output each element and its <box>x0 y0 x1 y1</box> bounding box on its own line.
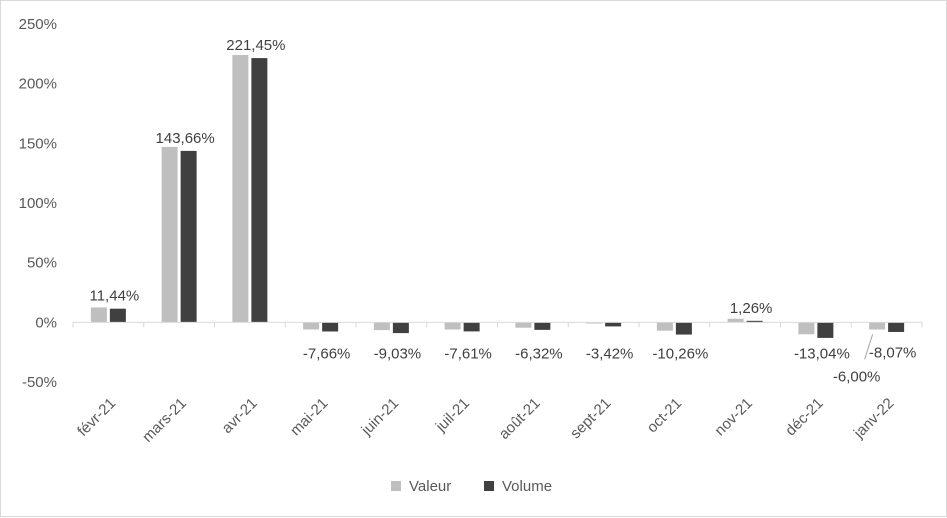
bar-volume-11 <box>888 322 905 332</box>
x-tick-label: mai-21 <box>287 395 331 439</box>
bar-valeur-0 <box>90 307 107 323</box>
bar-valeur-10 <box>798 322 815 335</box>
bar-volume-5 <box>463 322 480 332</box>
data-label: -8,07% <box>869 344 917 361</box>
data-label-extra: -6,00% <box>833 368 881 385</box>
x-axis: févr-21 mars-21 avr-21 mai-21 juin-21 juil-21… <box>74 395 897 446</box>
bar-volume-3 <box>322 322 339 332</box>
bar-valeur-2 <box>232 55 249 323</box>
data-label: 221,45% <box>226 37 285 54</box>
x-tick-label: juil-21 <box>432 395 473 436</box>
y-tick-label: -50% <box>22 374 57 391</box>
y-tick-label: 50% <box>27 255 57 272</box>
bar-volume-4 <box>392 322 409 334</box>
legend-swatch-volume <box>484 481 494 491</box>
bar-volume-9 <box>746 320 763 323</box>
data-label: -9,03% <box>374 345 422 362</box>
zero-baseline <box>72 321 923 328</box>
bars <box>90 55 905 338</box>
bar-valeur-3 <box>303 322 320 330</box>
bar-volume-8 <box>675 322 692 335</box>
data-label: -10,26% <box>652 345 708 362</box>
data-label: 143,66% <box>156 130 215 147</box>
x-tick-label: déc-21 <box>782 395 826 439</box>
bar-valeur-6 <box>515 322 532 328</box>
x-tick-label: nov-21 <box>711 395 755 439</box>
bar-volume-2 <box>251 58 268 323</box>
leader-line <box>864 334 874 360</box>
x-tick-label: juin-21 <box>358 395 403 440</box>
x-tick-label: oct-21 <box>644 395 686 437</box>
bar-volume-7 <box>605 322 622 327</box>
y-axis: -50% 0% 50% 100% 150% 200% 250% <box>19 16 57 391</box>
data-label: 1,26% <box>730 300 773 317</box>
data-label: -6,32% <box>515 345 563 362</box>
bar-valeur-5 <box>444 322 461 330</box>
bar-valeur-11 <box>869 322 886 330</box>
bar-valeur-7 <box>586 322 603 324</box>
bar-valeur-1 <box>161 146 178 323</box>
x-tick-label: janv-22 <box>850 395 898 443</box>
bar-valeur-9 <box>727 318 744 323</box>
data-label: 11,44% <box>89 288 139 305</box>
y-tick-label: 200% <box>19 76 57 93</box>
x-tick-label: sept-21 <box>567 395 614 442</box>
bar-valeur-8 <box>656 322 673 331</box>
y-tick-label: 0% <box>35 314 57 331</box>
x-tick-label: févr-21 <box>74 395 119 440</box>
bar-volume-0 <box>109 308 126 323</box>
x-tick-label: avr-21 <box>219 395 261 437</box>
legend-label-valeur: Valeur <box>409 478 451 495</box>
bar-volume-6 <box>534 322 551 330</box>
bar-volume-10 <box>817 322 834 338</box>
legend: Valeur Volume <box>391 478 552 495</box>
data-label: -7,61% <box>444 345 492 362</box>
legend-swatch-valeur <box>391 481 401 491</box>
y-tick-label: 100% <box>19 195 57 212</box>
bar-valeur-4 <box>373 322 390 331</box>
y-tick-label: 150% <box>19 135 57 152</box>
data-label: -13,04% <box>794 345 850 362</box>
data-label: -7,66% <box>303 345 351 362</box>
x-tick-label: mars-21 <box>139 395 190 446</box>
data-labels: 11,44% 143,66% 221,45% -7,66% -9,03% -7,61% -6… <box>89 37 916 385</box>
bar-volume-1 <box>180 150 197 323</box>
legend-label-volume: Volume <box>502 478 552 495</box>
y-tick-label: 250% <box>19 16 57 33</box>
x-tick-label: août-21 <box>496 395 544 443</box>
data-label: -3,42% <box>586 345 634 362</box>
